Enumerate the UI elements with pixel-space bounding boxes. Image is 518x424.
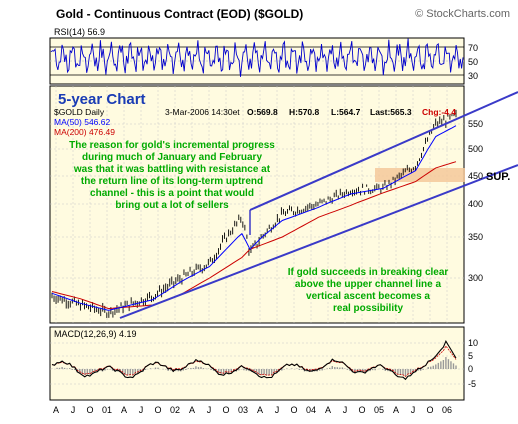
x-tick-label: O xyxy=(426,405,433,415)
ma50-line xyxy=(51,125,457,311)
annotation-breakout-line: above the upper channel line a xyxy=(295,279,442,290)
last-label: Last:565.3 xyxy=(370,107,412,117)
x-tick-label: J xyxy=(207,405,212,415)
annotation-resistance-line: was that it was battling with resistance… xyxy=(73,164,271,175)
macd-histogram xyxy=(51,357,457,377)
macd-tick-10: 10 xyxy=(468,338,478,348)
ma200-label: MA(200) 476.49 xyxy=(54,127,115,137)
lower-channel-line xyxy=(119,164,518,319)
x-tick-label: J xyxy=(411,405,416,415)
x-tick-label: O xyxy=(222,405,229,415)
rsi-label: RSI(14) 56.9 xyxy=(54,27,105,37)
annotation-resistance-line: channel - this is a point that would xyxy=(90,188,254,199)
annotation-breakout: If gold succeeds in breaking clear above… xyxy=(288,267,449,314)
x-tick-label: A xyxy=(121,405,127,415)
x-tick-label: 02 xyxy=(170,405,180,415)
x-tick-label: J xyxy=(71,405,76,415)
rsi-tick-70: 70 xyxy=(468,43,478,53)
symbol-label: $GOLD Daily xyxy=(54,107,105,117)
open-label: O:569.8 xyxy=(247,107,278,117)
rsi-tick-30: 30 xyxy=(468,71,478,81)
chart-title: Gold - Continuous Contract (EOD) ($GOLD) xyxy=(56,7,303,21)
rsi-tick-50: 50 xyxy=(468,57,478,67)
x-tick-label: O xyxy=(154,405,161,415)
price-tick-500: 500 xyxy=(468,144,483,154)
annotation-resistance-line: bring out a lot of sellers xyxy=(115,200,229,211)
price-grid xyxy=(50,86,464,323)
x-tick-label: 03 xyxy=(238,405,248,415)
price-tick-550: 550 xyxy=(468,119,483,129)
annotation-breakout-line: vertical ascent becomes a xyxy=(306,291,430,302)
x-tick-label: O xyxy=(86,405,93,415)
x-tick-label: 01 xyxy=(102,405,112,415)
x-tick-label: A xyxy=(393,405,399,415)
x-axis-labels: A J O 01 A J O 02 A J O 03 A J O 04 A J O 05 A J O 06 xyxy=(53,405,452,415)
macd-line xyxy=(51,339,457,381)
price-panel xyxy=(49,85,465,324)
price-tick-450: 450 xyxy=(468,171,483,181)
macd-tick-5: 5 xyxy=(468,351,473,361)
x-tick-label: J xyxy=(139,405,144,415)
chg-label: Chg:-4.4 xyxy=(422,107,456,117)
price-tick-400: 400 xyxy=(468,199,483,209)
price-bars xyxy=(51,109,457,318)
price-tick-350: 350 xyxy=(468,232,483,242)
source-label: © StockCharts.com xyxy=(415,8,510,20)
x-tick-label: A xyxy=(257,405,263,415)
macd-tick-0: 0 xyxy=(468,364,473,374)
annotation-resistance-line: the return line of its long-term uptrend xyxy=(81,176,263,187)
x-tick-label: O xyxy=(358,405,365,415)
support-band xyxy=(375,168,465,182)
x-tick-label: A xyxy=(53,405,59,415)
annotation-breakout-line: If gold succeeds in breaking clear xyxy=(288,267,449,278)
x-tick-label: J xyxy=(343,405,348,415)
macd-tick-neg5: -5 xyxy=(468,379,476,389)
x-tick-label: A xyxy=(189,405,195,415)
x-tick-label: 06 xyxy=(442,405,452,415)
annotation-resistance: The reason for gold's incremental progre… xyxy=(69,140,275,211)
x-tick-label: O xyxy=(290,405,297,415)
high-label: H:570.8 xyxy=(289,107,320,117)
x-tick-label: 05 xyxy=(374,405,384,415)
x-tick-label: A xyxy=(325,405,331,415)
upper-channel-line xyxy=(249,91,518,211)
macd-signal-line xyxy=(51,345,457,378)
low-label: L:564.7 xyxy=(331,107,361,117)
annotation-resistance-line: The reason for gold's incremental progre… xyxy=(69,140,275,151)
rsi-line xyxy=(50,38,464,77)
x-tick-label: 04 xyxy=(306,405,316,415)
macd-label: MACD(12,26,9) 4.19 xyxy=(54,329,137,339)
x-tick-label: J xyxy=(275,405,280,415)
macd-panel xyxy=(49,326,465,401)
support-label: SUP. xyxy=(486,171,510,183)
annotation-resistance-line: during much of January and February xyxy=(82,152,262,163)
date-label: 3-Mar-2006 14:30et xyxy=(165,107,240,117)
annotation-breakout-line: real possibility xyxy=(333,303,403,314)
ma50-label: MA(50) 546.62 xyxy=(54,117,110,127)
price-tick-300: 300 xyxy=(468,273,483,283)
period-title: 5-year Chart xyxy=(58,91,146,108)
